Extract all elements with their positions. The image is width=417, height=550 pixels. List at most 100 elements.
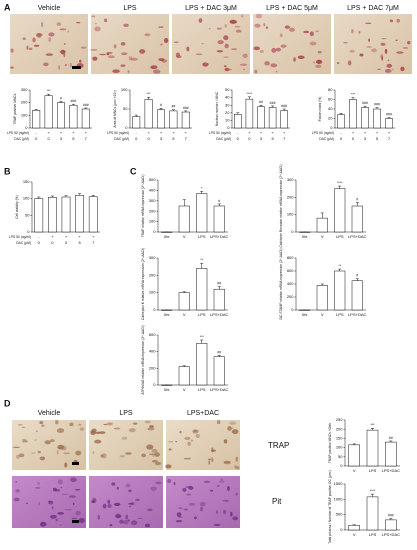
y-tick-label: 50 <box>338 454 343 459</box>
significance: ### <box>183 106 189 110</box>
cell <box>57 479 63 485</box>
scale-bar <box>72 520 79 523</box>
cell <box>26 45 29 50</box>
cell <box>280 44 287 48</box>
x-row-value: 0 <box>147 136 150 141</box>
cell <box>198 18 203 23</box>
y-tick-label: 100 <box>287 212 294 217</box>
y-tick-label: 0 <box>153 229 156 234</box>
cell <box>381 56 384 61</box>
cell <box>396 51 404 54</box>
bar <box>349 99 357 129</box>
cell <box>49 514 57 519</box>
cell <box>109 524 113 527</box>
cell <box>60 486 63 489</box>
cell <box>52 487 57 492</box>
x-row-value: 0 <box>135 136 138 141</box>
x-row-value: + <box>160 130 163 135</box>
y-axis-label: ATP6v0d2 relative mRNA expression (2^-ΔΔ… <box>141 325 145 394</box>
cell <box>167 479 172 484</box>
y-tick-label: 80 <box>328 87 333 92</box>
bar <box>257 106 265 129</box>
y-tick-label: 0 <box>291 229 294 234</box>
x-row-value: 0 <box>248 136 251 141</box>
x-row-label: DAC (μM) <box>319 137 334 141</box>
significance: ## <box>217 350 221 354</box>
cell <box>279 33 283 38</box>
micrograph <box>89 476 163 528</box>
cell <box>116 486 119 490</box>
bar <box>385 441 397 467</box>
cell <box>35 487 41 489</box>
cell <box>59 28 67 31</box>
cell <box>364 22 372 24</box>
cell <box>227 426 232 431</box>
cell <box>216 509 218 515</box>
cell <box>223 65 227 68</box>
cell <box>264 61 270 66</box>
x-row-value: + <box>388 130 391 135</box>
cell <box>60 49 66 55</box>
cell <box>22 37 26 41</box>
y-axis-label: Calcitonin Receptor relative mRNA expres… <box>279 165 283 248</box>
cell <box>125 483 131 488</box>
cell <box>183 457 192 460</box>
cell <box>63 43 66 45</box>
cell <box>106 52 110 56</box>
cell <box>49 439 55 443</box>
cell <box>21 426 26 429</box>
cell <box>119 455 126 458</box>
cell <box>94 22 97 25</box>
cell <box>315 64 322 69</box>
cell <box>216 27 222 30</box>
cell <box>101 453 107 459</box>
cell <box>236 466 240 470</box>
cell <box>387 59 390 62</box>
cell <box>309 31 314 37</box>
cell <box>25 502 29 505</box>
cell <box>139 49 146 54</box>
y-tick-label: 300 <box>149 198 156 203</box>
y-tick-label: 300 <box>287 177 294 182</box>
x-tick-label: LPS+DAC <box>382 468 400 473</box>
cell <box>37 451 41 454</box>
image-caption: LPS + DAC 5μM <box>266 5 318 12</box>
cell <box>128 489 132 493</box>
cell <box>230 427 234 429</box>
x-row-value: + <box>352 130 355 135</box>
x-tick-label: 0hr <box>164 234 170 239</box>
cell <box>121 52 128 56</box>
x-row-value: + <box>283 130 286 135</box>
y-tick-label: 300 <box>21 87 28 92</box>
cell <box>12 446 20 448</box>
cell <box>216 419 221 425</box>
y-tick-label: 50 <box>123 106 128 111</box>
bar <box>280 110 288 129</box>
cell <box>227 485 230 491</box>
bar <box>178 205 190 233</box>
cell <box>173 481 176 486</box>
bar <box>316 285 328 311</box>
cell <box>168 448 172 451</box>
image-caption: LPS+DAC <box>187 410 219 417</box>
x-row-value: + <box>51 234 54 239</box>
cell <box>223 439 228 444</box>
x-row-value: 3 <box>160 136 163 141</box>
y-axis-label: TRAP positive MNCs <box>13 93 17 124</box>
cell <box>391 68 394 71</box>
bar <box>169 110 178 129</box>
cell <box>190 439 194 442</box>
significance: *** <box>351 93 356 97</box>
bar <box>88 196 98 233</box>
x-row-value: + <box>364 130 367 135</box>
cell <box>217 40 224 45</box>
cell <box>150 486 157 491</box>
y-tick-label: 60 <box>328 97 333 102</box>
x-row-value: + <box>271 130 274 135</box>
cell <box>201 42 204 45</box>
cell <box>10 48 14 53</box>
cell <box>175 519 183 523</box>
micrograph <box>166 476 240 528</box>
significance: ### <box>362 101 368 105</box>
x-row-value: 5 <box>271 136 274 141</box>
